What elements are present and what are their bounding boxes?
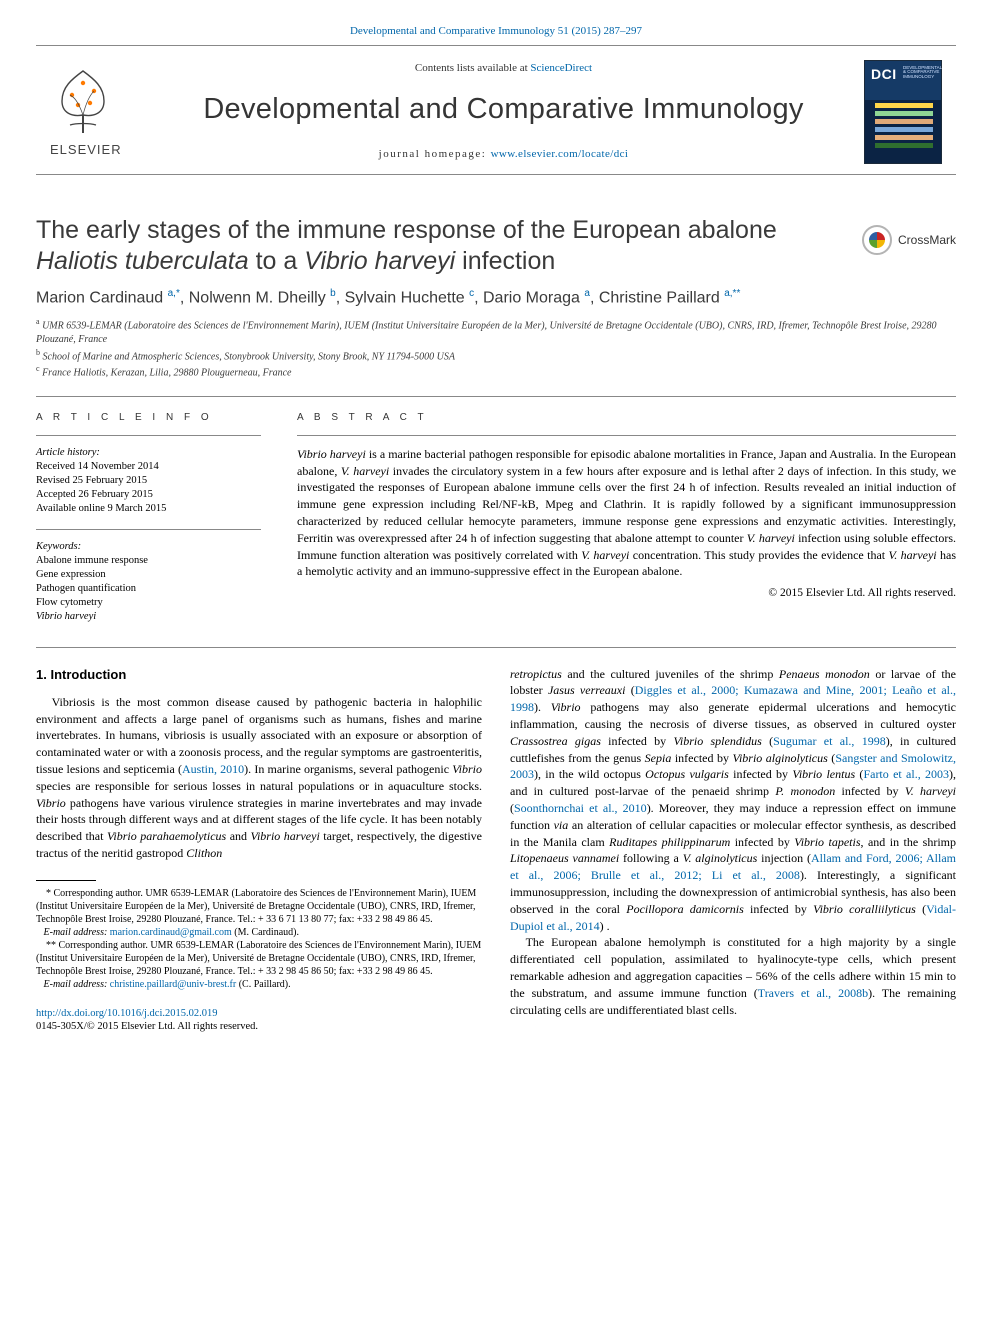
keyword: Gene expression	[36, 568, 261, 582]
crossmark-icon	[862, 225, 892, 255]
abstract-label: A B S T R A C T	[297, 411, 956, 425]
cover-badge-sub: DEVELOPMENTAL & COMPARATIVE IMMUNOLOGY	[903, 66, 942, 80]
publisher-word: ELSEVIER	[50, 141, 122, 159]
meta-row: A R T I C L E I N F O Article history: R…	[36, 396, 956, 636]
issn-line: 0145-305X/© 2015 Elsevier Ltd. All right…	[36, 1020, 482, 1034]
corresponding-note: * Corresponding author. UMR 6539-LEMAR (…	[36, 887, 482, 926]
publisher-block: ELSEVIER	[50, 65, 160, 159]
authors-line: Marion Cardinaud a,*, Nolwenn M. Dheilly…	[36, 287, 956, 309]
article-head: The early stages of the immune response …	[36, 215, 956, 278]
footnote-rule	[36, 880, 96, 881]
keyword: Flow cytometry	[36, 596, 261, 610]
contents-line: Contents lists available at ScienceDirec…	[168, 61, 839, 76]
title-part-italic: Haliotis tuberculata	[36, 247, 249, 275]
keyword: Abalone immune response	[36, 554, 261, 568]
email-line: E-mail address: christine.paillard@univ-…	[36, 978, 482, 991]
crossmark-label: CrossMark	[898, 232, 956, 248]
cover-block: DCI DEVELOPMENTAL & COMPARATIVE IMMUNOLO…	[847, 60, 942, 164]
cover-badge: DCI	[871, 65, 897, 84]
article-title: The early stages of the immune response …	[36, 215, 956, 278]
history-line: Accepted 26 February 2015	[36, 488, 261, 502]
footnotes: * Corresponding author. UMR 6539-LEMAR (…	[36, 887, 482, 991]
journal-issue-line[interactable]: Developmental and Comparative Immunology…	[36, 24, 956, 39]
history-line: Revised 25 February 2015	[36, 474, 261, 488]
keywords-block: Keywords: Abalone immune response Gene e…	[36, 540, 261, 625]
banner-center: Contents lists available at ScienceDirec…	[160, 61, 847, 162]
title-part: to a	[249, 247, 305, 275]
affiliations: a UMR 6539-LEMAR (Laboratoire des Scienc…	[36, 317, 956, 380]
title-part: infection	[455, 247, 555, 275]
journal-issue-link[interactable]: Developmental and Comparative Immunology…	[350, 25, 642, 37]
cover-band	[875, 127, 933, 132]
cover-band	[875, 119, 933, 124]
cover-band	[875, 103, 933, 108]
homepage-prefix: journal homepage:	[379, 148, 491, 160]
corresponding-note: ** Corresponding author. UMR 6539-LEMAR …	[36, 939, 482, 978]
article-info-col: A R T I C L E I N F O Article history: R…	[36, 411, 261, 636]
affiliation: b School of Marine and Atmospheric Scien…	[36, 348, 956, 364]
journal-cover-thumb: DCI DEVELOPMENTAL & COMPARATIVE IMMUNOLO…	[864, 60, 942, 164]
contents-prefix: Contents lists available at	[415, 62, 530, 74]
keywords-head: Keywords:	[36, 540, 261, 554]
email-link[interactable]: christine.paillard@univ-brest.fr	[110, 979, 236, 990]
history-line: Available online 9 March 2015	[36, 502, 261, 516]
cover-band	[875, 111, 933, 116]
abstract-text: Vibrio harveyi is a marine bacterial pat…	[297, 446, 956, 580]
journal-title: Developmental and Comparative Immunology	[168, 90, 839, 129]
intro-para: retropictus and the cultured juveniles o…	[510, 666, 956, 935]
keyword: Vibrio harveyi	[36, 610, 261, 624]
cover-bands	[875, 103, 933, 151]
keyword: Pathogen quantification	[36, 582, 261, 596]
affiliation: a UMR 6539-LEMAR (Laboratoire des Scienc…	[36, 317, 956, 346]
intro-para: Vibriosis is the most common disease cau…	[36, 694, 482, 862]
section-rule	[36, 647, 956, 648]
history-block: Article history: Received 14 November 20…	[36, 446, 261, 517]
affiliation: c France Haliotis, Kerazan, Lilia, 29880…	[36, 364, 956, 380]
abstract-col: A B S T R A C T Vibrio harveyi is a mari…	[297, 411, 956, 636]
elsevier-tree-icon	[50, 65, 116, 139]
intro-heading: 1. Introduction	[36, 666, 482, 684]
intro-para: The European abalone hemolymph is consti…	[510, 934, 956, 1018]
title-part: The early stages of the immune response …	[36, 216, 777, 244]
homepage-link[interactable]: www.elsevier.com/locate/dci	[491, 148, 629, 160]
journal-banner: ELSEVIER Contents lists available at Sci…	[36, 45, 956, 175]
cover-band	[875, 143, 933, 148]
cover-band	[875, 135, 933, 140]
crossmark-badge[interactable]: CrossMark	[862, 225, 956, 255]
article-info-label: A R T I C L E I N F O	[36, 411, 261, 425]
abstract-copyright: © 2015 Elsevier Ltd. All rights reserved…	[297, 586, 956, 602]
footer-ids: http://dx.doi.org/10.1016/j.dci.2015.02.…	[36, 1007, 482, 1034]
email-line: E-mail address: marion.cardinaud@gmail.c…	[36, 926, 482, 939]
title-part-italic: Vibrio harveyi	[304, 247, 455, 275]
doi-link[interactable]: http://dx.doi.org/10.1016/j.dci.2015.02.…	[36, 1008, 218, 1019]
history-head: Article history:	[36, 446, 261, 460]
history-line: Received 14 November 2014	[36, 460, 261, 474]
body-columns: 1. Introduction Vibriosis is the most co…	[36, 666, 956, 1034]
email-link[interactable]: marion.cardinaud@gmail.com	[110, 927, 232, 938]
sciencedirect-link[interactable]: ScienceDirect	[530, 62, 592, 74]
homepage-line: journal homepage: www.elsevier.com/locat…	[168, 147, 839, 162]
